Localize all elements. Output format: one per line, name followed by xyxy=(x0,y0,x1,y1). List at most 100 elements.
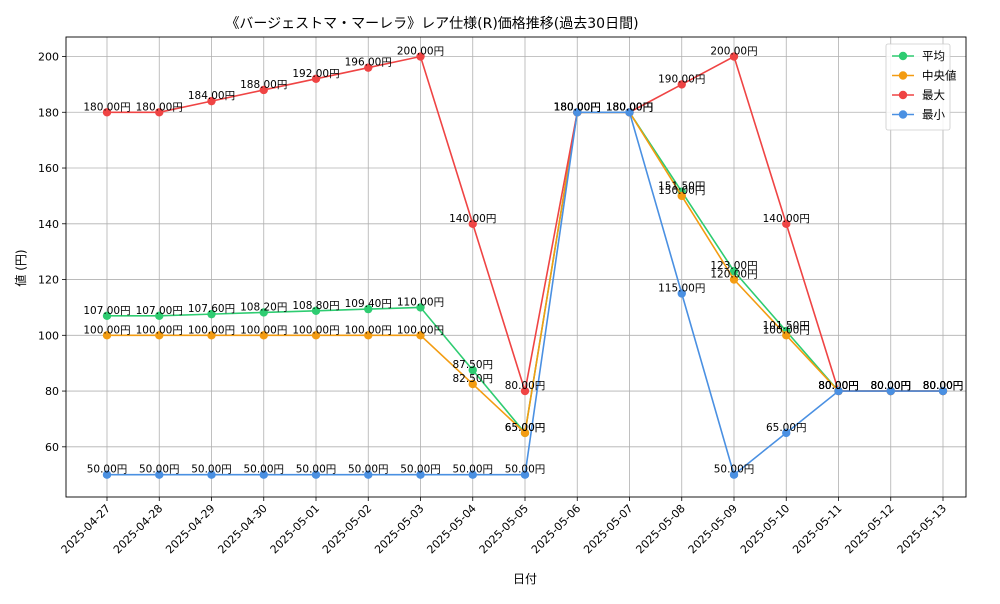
x-tick-label: 2025-05-13 xyxy=(895,502,949,556)
data-label: 80.00円 xyxy=(818,380,859,392)
data-label: 200.00円 xyxy=(397,46,444,58)
x-tick-label: 2025-05-04 xyxy=(424,502,478,556)
data-point xyxy=(364,470,373,479)
data-label: 50.00円 xyxy=(714,464,755,476)
data-point xyxy=(259,470,268,479)
data-point xyxy=(520,386,530,396)
data-label: 80.00円 xyxy=(923,380,964,392)
data-point xyxy=(102,108,112,117)
data-label: 107.00円 xyxy=(136,305,183,317)
series-lines xyxy=(102,52,948,479)
data-point xyxy=(207,331,216,340)
data-label: 100.00円 xyxy=(136,324,183,336)
data-point xyxy=(207,96,216,106)
data-point xyxy=(416,52,425,61)
legend-marker xyxy=(898,110,908,119)
y-axis-label: 値 (円) xyxy=(13,249,28,286)
data-point xyxy=(364,304,373,314)
data-point xyxy=(468,365,477,375)
data-label: 120.00円 xyxy=(710,269,757,281)
data-label: 100.00円 xyxy=(397,324,444,336)
x-tick-label: 2025-05-03 xyxy=(372,502,426,556)
data-point xyxy=(782,219,791,228)
x-tick-label: 2025-05-11 xyxy=(790,502,844,556)
data-label: 80.00円 xyxy=(870,380,911,392)
data-label: 140.00円 xyxy=(449,213,496,225)
data-label: 123.00円 xyxy=(710,260,757,272)
data-point xyxy=(364,63,373,72)
data-point xyxy=(677,191,686,201)
data-point xyxy=(311,331,321,340)
y-tick-label: 100 xyxy=(38,329,59,342)
data-label: 80.00円 xyxy=(923,380,964,392)
data-label: 80.00円 xyxy=(818,380,859,392)
data-label: 180.00円 xyxy=(606,101,653,113)
data-label: 100.00円 xyxy=(240,324,287,336)
x-tick-label: 2025-05-02 xyxy=(320,502,374,556)
data-point xyxy=(729,470,739,479)
data-label: 80.00円 xyxy=(923,380,964,392)
data-label: 180.00円 xyxy=(83,101,130,113)
legend-marker xyxy=(898,90,908,100)
data-label: 190.00円 xyxy=(658,73,705,85)
data-label: 180.00円 xyxy=(136,101,183,113)
data-point xyxy=(102,311,112,320)
data-label: 200.00円 xyxy=(710,46,757,58)
data-label: 107.60円 xyxy=(188,303,235,315)
x-tick-label: 2025-05-07 xyxy=(581,502,635,556)
x-tick-label: 2025-05-08 xyxy=(633,502,687,556)
plot-frame xyxy=(65,36,967,498)
data-point xyxy=(468,470,477,479)
data-label: 80.00円 xyxy=(818,380,859,392)
x-tick-label: 2025-05-10 xyxy=(738,502,792,556)
data-point xyxy=(102,470,112,479)
data-label: 188.00円 xyxy=(240,79,287,91)
data-point xyxy=(259,331,268,340)
data-point xyxy=(782,428,791,438)
data-label: 110.00円 xyxy=(397,296,444,308)
data-point xyxy=(729,275,739,284)
data-label: 80.00円 xyxy=(870,380,911,392)
data-point xyxy=(155,331,164,340)
data-label: 108.80円 xyxy=(292,300,339,312)
x-tick-label: 2025-05-06 xyxy=(529,502,583,556)
data-point xyxy=(207,470,216,479)
data-point xyxy=(729,266,739,276)
x-tick-label: 2025-05-09 xyxy=(686,502,740,556)
x-tick-label: 2025-04-30 xyxy=(215,502,269,556)
data-label: 150.00円 xyxy=(658,185,705,197)
data-label: 80.00円 xyxy=(870,380,911,392)
data-point xyxy=(155,470,164,479)
data-point xyxy=(677,80,686,89)
x-tick-label: 2025-04-27 xyxy=(59,502,113,556)
data-label: 80.00円 xyxy=(505,380,546,392)
data-label: 192.00円 xyxy=(292,68,339,80)
chart-title: 《バージェストマ・マーレラ》レア仕様(R)価格推移(過去30日間) xyxy=(225,16,638,32)
y-tick-label: 200 xyxy=(38,51,59,64)
data-label: 100.00円 xyxy=(292,324,339,336)
x-axis-label: 日付 xyxy=(513,572,537,586)
data-label: 180.00円 xyxy=(554,101,601,113)
x-tick-label: 2025-05-01 xyxy=(268,502,322,556)
data-point xyxy=(834,386,843,396)
data-label: 184.00円 xyxy=(188,90,235,102)
data-label: 180.00円 xyxy=(606,101,653,113)
data-point xyxy=(155,311,164,320)
data-label: 180.00円 xyxy=(554,101,601,113)
data-label: 50.00円 xyxy=(296,464,337,476)
data-label: 80.00円 xyxy=(870,380,911,392)
data-point xyxy=(311,306,321,315)
data-point xyxy=(468,219,477,228)
x-tick-label: 2025-04-28 xyxy=(111,502,165,556)
data-point xyxy=(416,470,425,479)
data-label: 50.00円 xyxy=(87,464,128,476)
data-point xyxy=(938,386,948,396)
data-label: 180.00円 xyxy=(554,101,601,113)
data-label: 151.50円 xyxy=(658,181,705,193)
x-tick-label: 2025-04-29 xyxy=(163,502,217,556)
data-point xyxy=(886,386,895,396)
data-label: 180.00円 xyxy=(606,101,653,113)
data-label: 100.00円 xyxy=(83,324,130,336)
